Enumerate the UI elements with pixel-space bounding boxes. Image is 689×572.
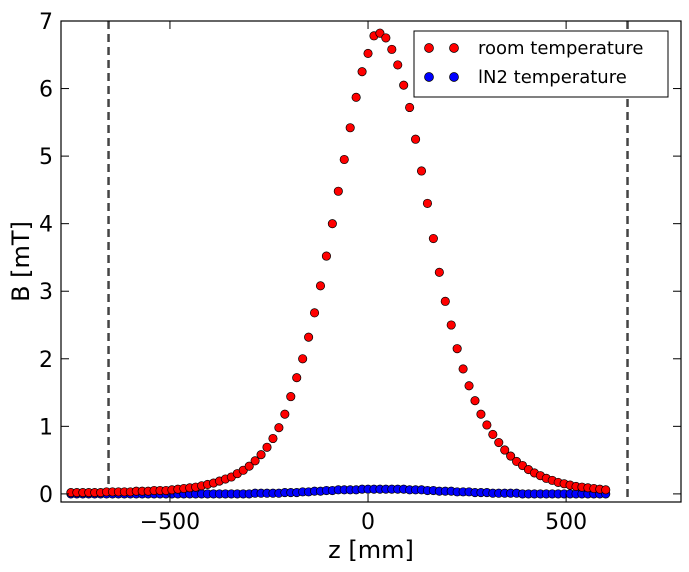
data-point (399, 80, 409, 90)
data-point (381, 33, 391, 43)
data-point (250, 456, 260, 466)
data-point (416, 166, 427, 176)
x-tick-label: −500 (140, 510, 200, 535)
reference-lines (107, 21, 629, 502)
data-point (375, 28, 385, 38)
data-point (506, 451, 516, 461)
data-point (405, 102, 415, 113)
data-point (304, 332, 314, 342)
data-point (268, 433, 278, 444)
data-point (244, 461, 254, 471)
legend-item-1: lN2 temperature (424, 67, 627, 88)
data-point (458, 364, 468, 374)
data-point (500, 445, 510, 455)
y-tick-label: 7 (39, 10, 53, 35)
data-point (274, 423, 284, 433)
data-point (494, 438, 504, 448)
data-point (315, 281, 326, 291)
legend-label: room temperature (478, 38, 643, 59)
data-point (411, 134, 421, 144)
y-tick-label: 2 (39, 348, 53, 373)
y-axis-label: B [mT] (7, 221, 35, 302)
x-tick-label: 0 (361, 510, 375, 535)
data-point (393, 60, 403, 70)
data-point (333, 186, 343, 196)
legend-item-0: room temperature (424, 38, 643, 59)
y-tick-label: 0 (39, 483, 53, 508)
legend-box (413, 30, 669, 98)
data-point (422, 198, 433, 208)
y-tick-label: 1 (39, 415, 53, 440)
data-point (327, 219, 337, 229)
y-tick-label: 5 (39, 145, 53, 170)
data-point (256, 450, 266, 460)
data-point (387, 44, 397, 54)
data-point (286, 392, 296, 402)
legend-marker (449, 72, 459, 82)
data-point (440, 296, 450, 306)
data-point (321, 251, 331, 261)
y-tick-label: 3 (39, 280, 53, 305)
data-point (339, 154, 349, 165)
y-tick-label: 6 (39, 78, 53, 103)
legend-marker (424, 72, 434, 82)
series-layer (66, 28, 611, 499)
data-point (363, 48, 373, 58)
x-axis-label: z [mm] (328, 536, 414, 564)
plot-frame (60, 20, 682, 503)
data-point (488, 429, 498, 439)
data-point (452, 344, 462, 354)
data-point (262, 442, 272, 452)
data-point (446, 320, 456, 330)
data-point (298, 354, 308, 364)
data-point (357, 67, 367, 77)
x-tick-label: 500 (545, 510, 587, 535)
legend: room temperature lN2 temperature (413, 30, 669, 98)
series-0 (66, 28, 611, 498)
legend-marker (424, 43, 434, 53)
data-point (476, 409, 486, 419)
ticks-layer: −500 0 500 0 1 2 3 4 5 6 7 (39, 10, 681, 535)
data-point (351, 92, 361, 102)
data-point (470, 396, 480, 406)
legend-label: lN2 temperature (478, 67, 627, 88)
data-point (309, 308, 320, 318)
legend-marker (449, 43, 459, 53)
data-point (345, 123, 355, 133)
y-tick-label: 4 (39, 213, 53, 238)
data-point (434, 267, 444, 277)
data-point (601, 485, 611, 495)
data-point (280, 409, 290, 419)
data-point (482, 420, 492, 430)
data-point (428, 233, 438, 244)
data-point (464, 381, 474, 391)
data-point (292, 373, 302, 383)
